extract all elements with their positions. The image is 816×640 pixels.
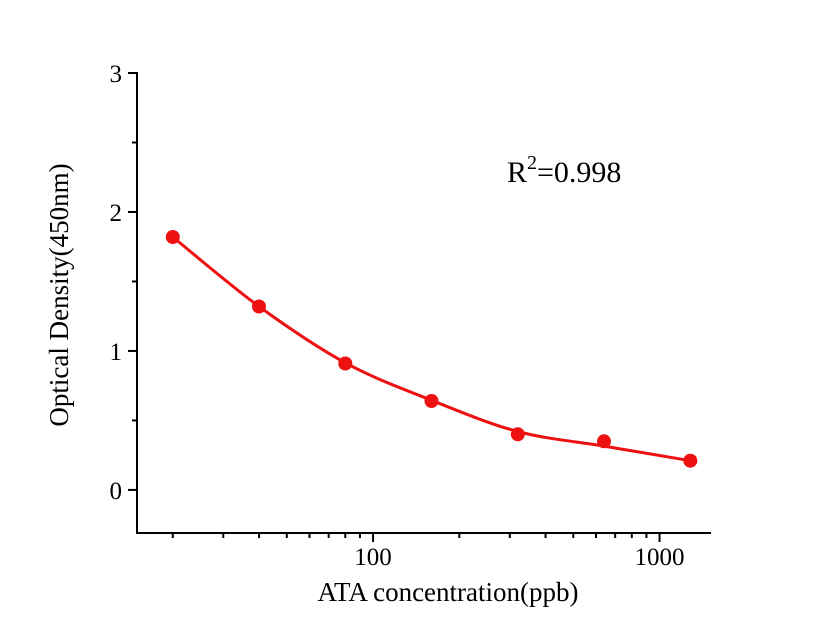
axis-ticks [128, 72, 661, 542]
x-tick-label: 1000 [635, 544, 685, 571]
x-tick-label: 100 [354, 544, 392, 571]
axis-tick-labels: 0 1 2 3 100 1000 [110, 61, 685, 571]
data-point [338, 356, 353, 371]
y-tick-label: 0 [110, 478, 123, 505]
data-point [165, 230, 180, 244]
y-tick-label: 3 [110, 61, 123, 88]
axis-spines [136, 72, 711, 534]
data-point [252, 299, 266, 314]
data-points [165, 230, 698, 468]
y-tick-label: 1 [110, 339, 123, 366]
y-axis-title: Optical Density(450nm) [44, 163, 74, 426]
y-tick-label: 2 [110, 200, 123, 227]
data-point [510, 427, 525, 442]
r-squared-annotation: R2=0.998 [507, 152, 621, 189]
data-point [597, 434, 611, 449]
data-point [683, 453, 698, 468]
x-axis-title: ATA concentration(ppb) [317, 577, 578, 607]
data-point [424, 394, 439, 408]
